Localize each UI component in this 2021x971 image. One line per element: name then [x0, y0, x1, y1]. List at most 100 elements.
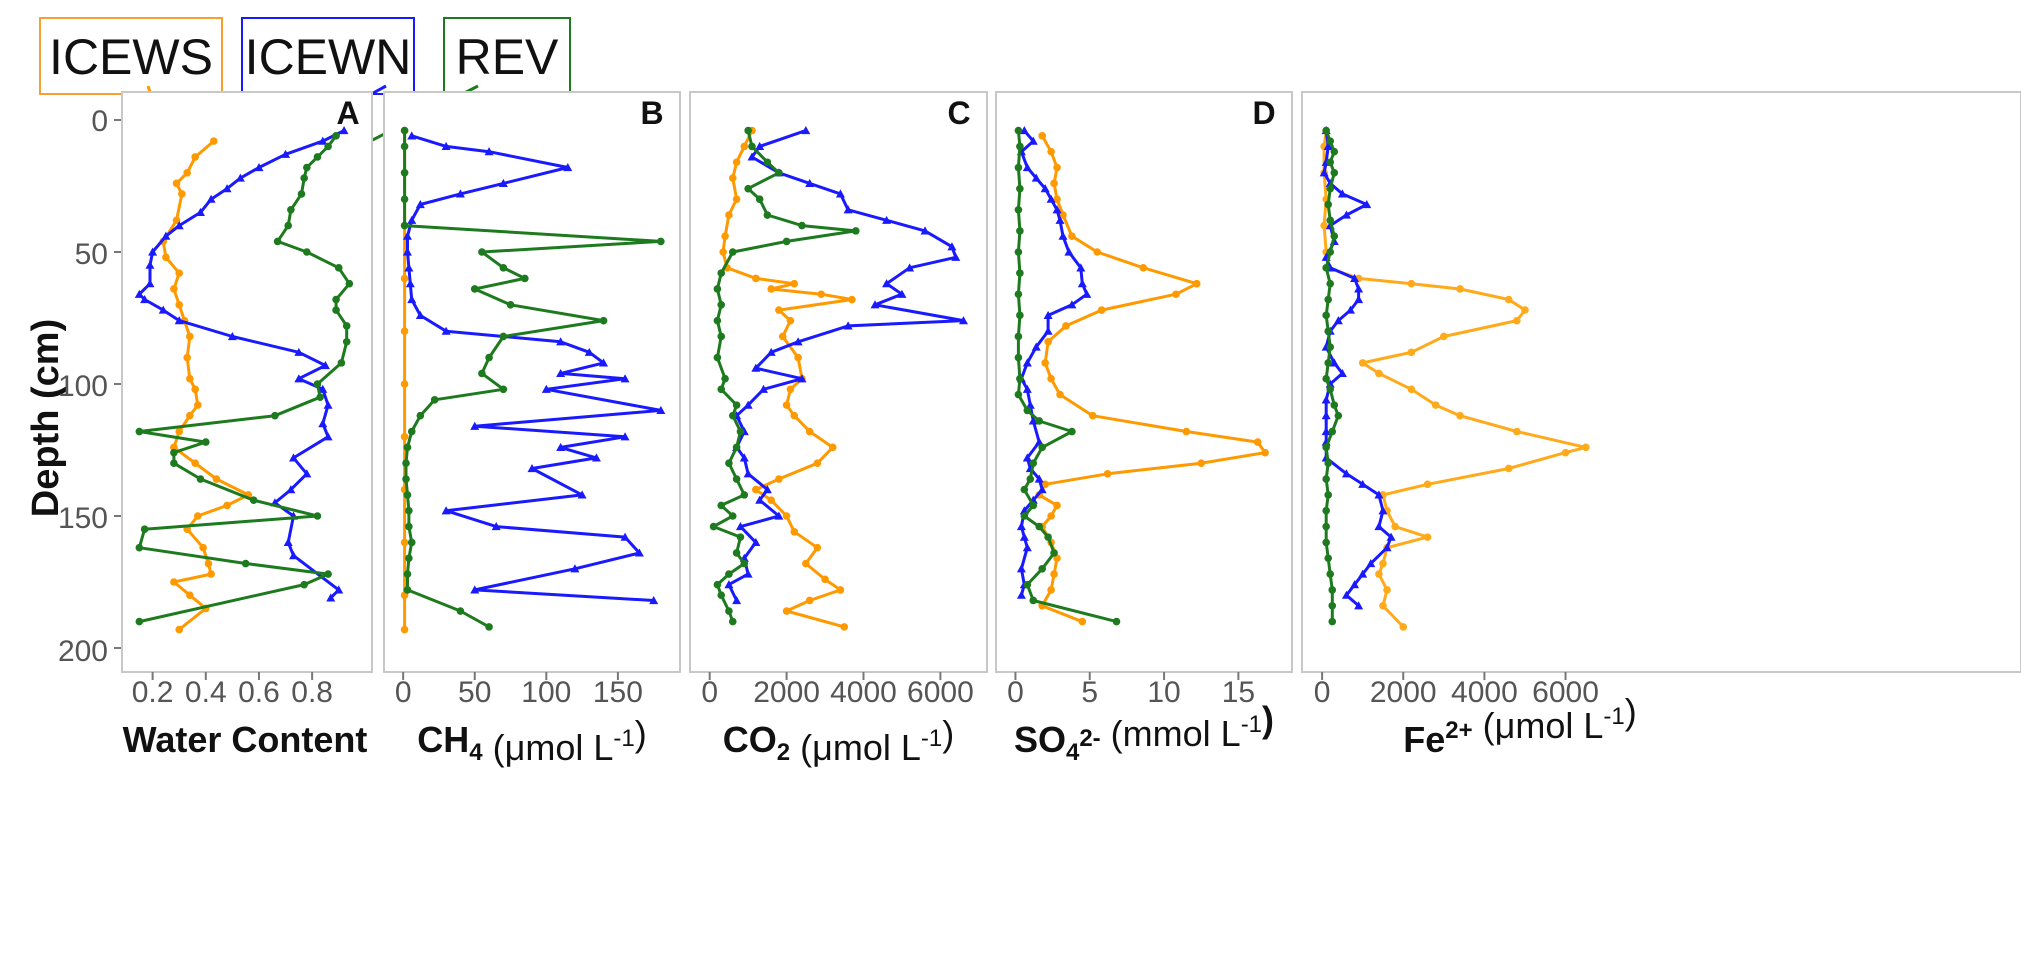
data-point-icews — [1062, 322, 1070, 330]
data-point-icewn — [1321, 427, 1331, 436]
data-point-icewn — [843, 321, 853, 330]
data-point-icewn — [1016, 564, 1026, 573]
data-point-rev — [1324, 359, 1332, 367]
data-point-icewn — [1346, 305, 1356, 314]
data-point-icewn — [1040, 184, 1050, 193]
data-point-icewn — [743, 569, 753, 578]
data-point-rev — [300, 174, 308, 182]
data-point-icews — [836, 586, 845, 594]
data-point-rev — [744, 184, 752, 193]
data-point-icewn — [743, 469, 753, 478]
data-point-rev — [717, 501, 726, 510]
data-point-icews — [1088, 411, 1097, 420]
data-point-rev — [521, 274, 529, 283]
panel-frame — [383, 91, 681, 673]
data-point-icewn — [556, 368, 566, 378]
data-point-icewn — [195, 207, 205, 216]
data-point-icews — [191, 153, 199, 161]
data-point-icews — [194, 512, 202, 520]
data-point-rev — [1016, 374, 1024, 383]
x-tick-label: 4000 — [830, 676, 897, 709]
data-point-icews — [828, 443, 837, 452]
data-point-icewn — [1067, 300, 1077, 309]
data-point-icewn — [1341, 469, 1351, 478]
data-point-icewn — [759, 384, 769, 393]
data-point-rev — [400, 126, 409, 135]
data-point-rev — [332, 295, 340, 304]
data-point-icews — [1050, 570, 1058, 578]
data-point-rev — [1050, 549, 1058, 557]
data-point-icewn — [1382, 543, 1392, 552]
data-point-rev — [403, 570, 412, 578]
data-point-rev — [599, 316, 608, 325]
data-point-rev — [313, 153, 322, 161]
data-point-rev — [1016, 269, 1024, 277]
data-point-icewn — [286, 485, 296, 494]
data-point-rev — [1324, 200, 1332, 209]
data-point-icews — [1582, 443, 1590, 452]
data-point-rev — [725, 570, 733, 578]
data-point-icews — [728, 174, 737, 182]
data-point-rev — [748, 142, 756, 151]
data-point-icewn — [294, 347, 304, 356]
data-point-icewn — [1354, 295, 1364, 304]
data-point-icewn — [1016, 590, 1026, 599]
data-point-icews — [1375, 570, 1383, 578]
data-point-rev — [400, 142, 409, 151]
data-point-icewn — [1052, 205, 1062, 214]
data-point-icewn — [527, 463, 537, 473]
data-point-rev — [1326, 216, 1335, 225]
data-point-rev — [1322, 443, 1330, 452]
y-axis-tick-marks — [114, 119, 122, 649]
data-point-icewn — [1378, 506, 1388, 515]
data-point-rev — [470, 285, 479, 293]
data-point-icewn — [455, 189, 465, 198]
data-point-icewn — [402, 247, 412, 256]
data-point-icewn — [1028, 416, 1038, 425]
data-point-rev — [763, 211, 772, 219]
x-tick-label: 50 — [458, 676, 491, 709]
data-point-icewn — [289, 453, 299, 462]
data-point-rev — [782, 237, 791, 246]
data-point-rev — [337, 359, 346, 367]
data-point-icewn — [739, 453, 749, 462]
data-point-rev — [400, 221, 409, 230]
x-tick-label: 2000 — [1370, 676, 1437, 709]
data-point-rev — [1014, 126, 1023, 135]
x-tick-label: 0 — [701, 676, 718, 709]
data-point-icewn — [905, 263, 915, 272]
data-point-rev — [732, 401, 741, 409]
data-point-rev — [1330, 147, 1339, 156]
data-point-icewn — [1019, 532, 1029, 541]
data-point-icews — [1047, 374, 1055, 383]
data-point-icewn — [289, 551, 299, 560]
data-point-rev — [249, 496, 258, 504]
data-point-icewn — [732, 595, 742, 605]
data-point-rev — [403, 586, 412, 594]
data-point-icewn — [1028, 136, 1038, 145]
data-point-icews — [1513, 427, 1521, 436]
data-point-icewn — [415, 199, 425, 209]
series-rev — [709, 126, 860, 626]
data-point-icewn — [407, 295, 417, 304]
data-point-rev — [717, 332, 726, 341]
data-point-icews — [1038, 132, 1046, 140]
data-point-icews — [767, 285, 776, 293]
data-point-icewn — [1022, 358, 1032, 367]
y-tick-label: 100 — [58, 370, 108, 403]
data-point-icews — [1423, 533, 1432, 541]
data-point-icews — [1513, 316, 1521, 325]
data-point-icews — [782, 512, 791, 520]
data-point-icewn — [320, 361, 330, 370]
data-point-icewn — [882, 215, 892, 224]
data-point-icewn — [1031, 173, 1041, 182]
data-point-icews — [786, 385, 795, 394]
panel-frame — [689, 91, 988, 673]
data-point-rev — [1014, 332, 1023, 341]
data-point-icews — [183, 169, 191, 177]
panel-letter: A — [336, 95, 359, 131]
data-point-icews — [1358, 359, 1367, 367]
data-point-icews — [805, 596, 814, 605]
data-point-icews — [1391, 522, 1399, 531]
